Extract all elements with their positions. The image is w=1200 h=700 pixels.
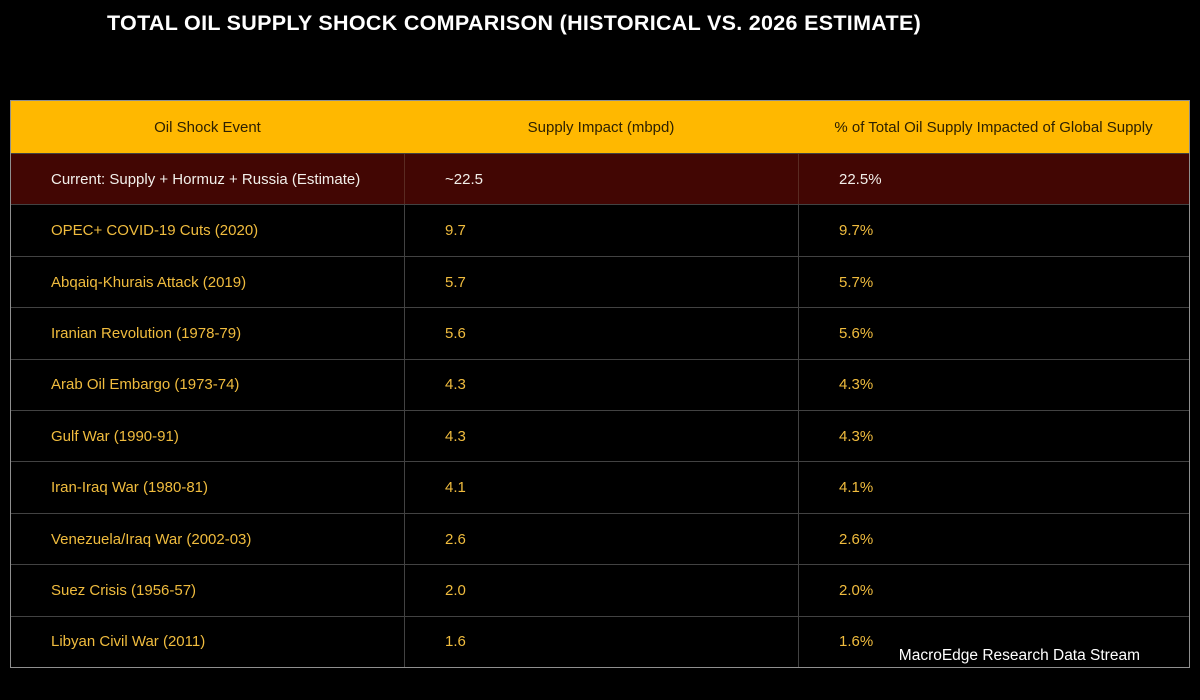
cell-event: Venezuela/Iraq War (2002-03) bbox=[51, 530, 252, 548]
cell-event: Current: Supply + Hormuz + Russia (Estim… bbox=[51, 170, 361, 188]
cell-impact: 4.1 bbox=[404, 462, 798, 513]
cell-event: Arab Oil Embargo (1973-74) bbox=[51, 376, 240, 394]
cell-percent: 9.7% bbox=[798, 205, 1189, 256]
cell-impact: 2.6 bbox=[404, 513, 798, 565]
table-row-arab-oil-embargo: Arab Oil Embargo (1973-74) 4.3 4.3% bbox=[11, 358, 1189, 411]
cell-impact: 9.7 bbox=[404, 205, 798, 256]
table-row-opec-covid: OPEC+ COVID-19 Cuts (2020) 9.7 9.7% bbox=[11, 204, 1189, 256]
cell-event: Abqaiq-Khurais Attack (2019) bbox=[51, 273, 247, 291]
cell-impact: 5.7 bbox=[404, 256, 798, 308]
table-row-iranian-revolution: Iranian Revolution (1978-79) 5.6 5.6% bbox=[11, 307, 1189, 359]
cell-event: Gulf War (1990-91) bbox=[51, 427, 179, 445]
cell-percent: 2.0% bbox=[798, 565, 1189, 616]
cell-event: Libyan Civil War (2011) bbox=[51, 633, 206, 651]
cell-impact: 4.3 bbox=[404, 359, 798, 411]
cell-percent: 4.3% bbox=[798, 411, 1189, 462]
cell-impact: 2.0 bbox=[404, 565, 798, 616]
cell-impact: 5.6 bbox=[404, 308, 798, 359]
cell-event: Suez Crisis (1956-57) bbox=[51, 581, 197, 599]
cell-event: OPEC+ COVID-19 Cuts (2020) bbox=[51, 222, 259, 240]
table-row-abqaiq-khurais: Abqaiq-Khurais Attack (2019) 5.7 5.7% bbox=[11, 255, 1189, 308]
cell-percent: 4.3% bbox=[798, 359, 1189, 411]
oil-shock-comparison-table: Oil Shock Event Supply Impact (mbpd) % o… bbox=[10, 100, 1190, 668]
page-title: TOTAL OIL SUPPLY SHOCK COMPARISON (HISTO… bbox=[107, 11, 922, 35]
table-row-iran-iraq-war: Iran-Iraq War (1980-81) 4.1 4.1% bbox=[11, 461, 1189, 513]
table-row-gulf-war: Gulf War (1990-91) 4.3 4.3% bbox=[11, 410, 1189, 462]
cell-percent: 2.6% bbox=[798, 513, 1189, 565]
cell-impact: ~22.5 bbox=[404, 154, 798, 205]
cell-impact: 1.6 bbox=[404, 616, 798, 668]
column-header-oil-shock-event: Oil Shock Event bbox=[154, 118, 261, 136]
cell-percent: 1.6% bbox=[798, 616, 1189, 668]
column-header-percent-global-supply: % of Total Oil Supply Impacted of Global… bbox=[834, 118, 1153, 136]
cell-impact: 4.3 bbox=[404, 411, 798, 462]
column-header-supply-impact: Supply Impact (mbpd) bbox=[527, 118, 675, 136]
table-row-current-estimate: Current: Supply + Hormuz + Russia (Estim… bbox=[11, 153, 1189, 205]
table-row-libyan-civil-war: Libyan Civil War (2011) 1.6 1.6% bbox=[11, 615, 1189, 668]
footer-credit: MacroEdge Research Data Stream bbox=[898, 647, 1140, 664]
table-header-row: Oil Shock Event Supply Impact (mbpd) % o… bbox=[11, 101, 1189, 153]
cell-percent: 4.1% bbox=[798, 462, 1189, 513]
cell-event: Iran-Iraq War (1980-81) bbox=[51, 479, 209, 497]
cell-percent: 5.7% bbox=[798, 256, 1189, 308]
table-row-venezuela-iraq: Venezuela/Iraq War (2002-03) 2.6 2.6% bbox=[11, 512, 1189, 565]
table-row-suez-crisis: Suez Crisis (1956-57) 2.0 2.0% bbox=[11, 564, 1189, 616]
cell-percent: 22.5% bbox=[798, 154, 1189, 205]
cell-event: Iranian Revolution (1978-79) bbox=[51, 324, 242, 342]
cell-percent: 5.6% bbox=[798, 308, 1189, 359]
